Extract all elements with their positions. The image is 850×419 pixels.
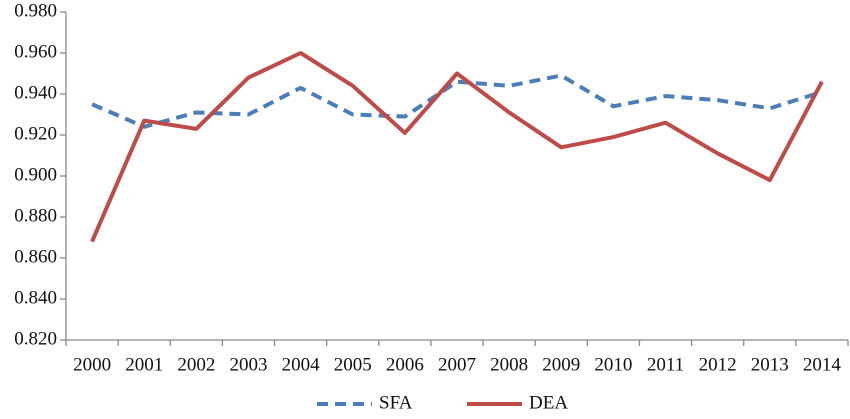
y-tick-label: 0.840 [14, 287, 57, 308]
x-tick-label: 2010 [594, 354, 632, 375]
y-tick-label: 0.900 [14, 164, 57, 185]
x-tick-label: 2002 [177, 354, 215, 375]
y-tick-label: 0.920 [14, 123, 57, 144]
series-line [91, 73, 823, 129]
y-tick-label: 0.860 [14, 246, 57, 267]
x-tick-label: 2011 [647, 354, 684, 375]
x-tick-label: 2003 [229, 354, 267, 375]
x-tick-label: 2001 [125, 354, 163, 375]
x-tick-label: 2012 [699, 354, 737, 375]
x-tick-label: 2005 [334, 354, 372, 375]
x-tick-label: 2007 [438, 354, 476, 375]
y-tick-label: 0.940 [14, 82, 57, 103]
legend-label: SFA [379, 392, 413, 413]
y-tick-label: 0.980 [14, 0, 57, 21]
y-tick-label: 0.960 [14, 41, 57, 62]
x-tick-label: 2008 [490, 354, 528, 375]
x-tick-label: 2004 [282, 354, 321, 375]
x-tick-label: 2006 [386, 354, 424, 375]
x-tick-label: 2009 [542, 354, 580, 375]
legend-label: DEA [529, 392, 568, 413]
y-tick-label: 0.820 [14, 328, 57, 349]
x-tick-label: 2000 [73, 354, 111, 375]
x-tick-label: 2013 [751, 354, 789, 375]
series-line [90, 51, 824, 243]
y-tick-label: 0.880 [14, 205, 57, 226]
x-tick-label: 2014 [803, 354, 842, 375]
